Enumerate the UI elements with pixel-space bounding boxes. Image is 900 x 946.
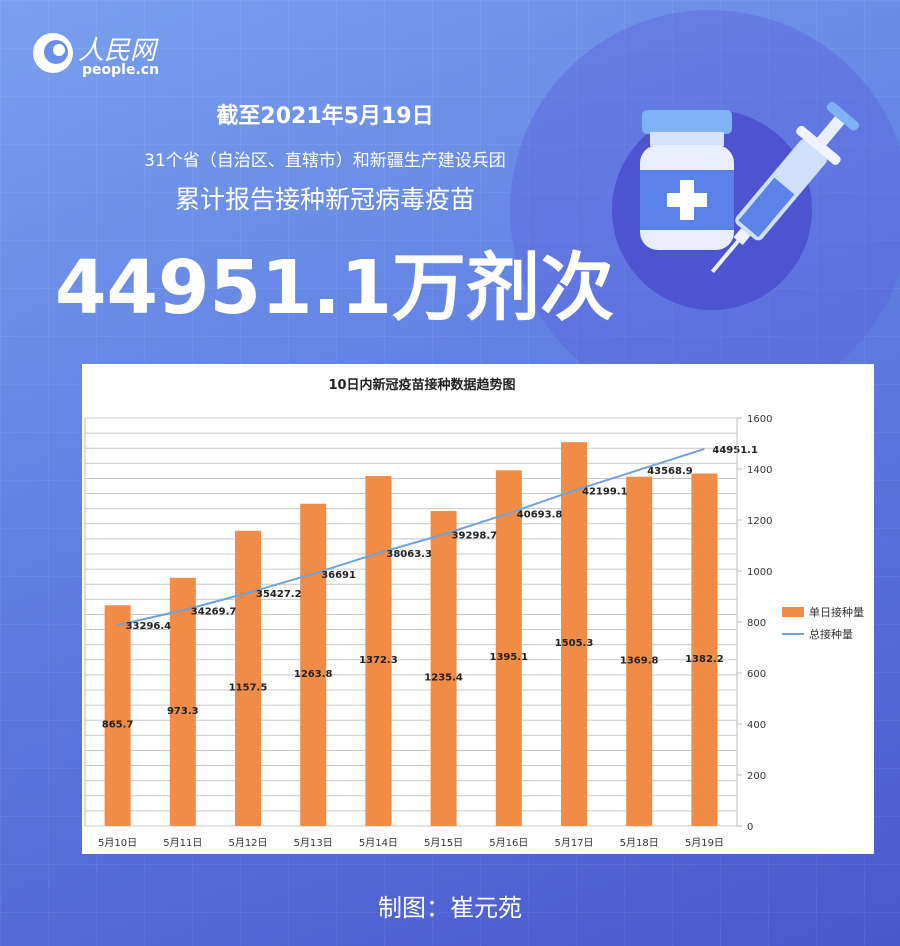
bar — [626, 476, 653, 826]
legend-bar-label: 单日接种量 — [809, 605, 864, 619]
bar-value-label: 1372.3 — [359, 655, 398, 666]
bar — [104, 605, 131, 826]
total-line — [117, 448, 705, 627]
right-axis-tick: 600 — [747, 669, 766, 680]
legend: 单日接种量 总接种量 — [782, 605, 864, 641]
chart-panel: 10日内新冠疫苗接种数据趋势图 865.7 33296.4 973.3 34269.7… — [50, 364, 874, 854]
bar-value-label: 1505.3 — [555, 638, 594, 649]
bar — [495, 470, 522, 826]
right-axis-tick: 1000 — [747, 567, 772, 578]
bar-value-label: 1235.4 — [424, 672, 463, 683]
line-value-label: 43568.9 — [647, 466, 693, 477]
logo-text: 人民网 — [78, 36, 157, 66]
bar — [235, 530, 261, 826]
right-axis-tick: 200 — [747, 771, 766, 782]
x-axis-tick: 5月18日 — [620, 837, 659, 849]
people-logo-icon — [33, 33, 73, 73]
bar — [561, 442, 587, 826]
credit: 制图：崔元苑 — [378, 894, 522, 922]
date-heading: 截至2021年5月19日 — [216, 104, 434, 129]
line-value-label: 35427.2 — [256, 589, 302, 600]
x-axis-tick: 5月13日 — [294, 837, 333, 849]
x-axis-tick: 5月16日 — [489, 837, 528, 849]
legend-line-label: 总接种量 — [809, 627, 853, 641]
bar-value-label: 1369.8 — [620, 655, 659, 666]
bar — [430, 510, 457, 826]
x-axis-tick: 5月11日 — [163, 837, 202, 849]
x-axis-tick: 5月14日 — [359, 837, 398, 849]
vaccine-illustration — [640, 101, 860, 274]
chart-title: 10日内新冠疫苗接种数据趋势图 — [328, 377, 515, 393]
bar-value-label: 1263.8 — [294, 669, 333, 680]
line-value-label: 36691 — [321, 570, 356, 581]
x-axis-tick: 5月15日 — [424, 837, 463, 849]
bar-value-label: 865.7 — [102, 720, 134, 731]
bar-value-label: 1157.5 — [229, 682, 268, 693]
x-axis-tick: 5月19日 — [685, 837, 724, 849]
bar-value-label: 1382.2 — [685, 654, 724, 665]
vaccine-vial-icon — [640, 110, 734, 250]
line-value-label: 38063.3 — [386, 549, 432, 560]
line-value-label: 39298.7 — [452, 530, 498, 541]
x-axis-tick: 5月12日 — [228, 837, 267, 849]
line-value-label: 40693.8 — [517, 509, 563, 520]
line-value-label: 34269.7 — [191, 606, 237, 617]
x-axis-tick: 5月17日 — [554, 837, 593, 849]
right-axis-tick: 1600 — [747, 414, 772, 425]
syringe-icon — [710, 101, 860, 274]
right-axis-tick: 1400 — [747, 465, 772, 476]
bar — [365, 476, 392, 826]
subtitle-2: 累计报告接种新冠病毒疫苗 — [174, 185, 475, 214]
bar — [691, 473, 718, 826]
right-axis-tick: 0 — [747, 822, 753, 833]
line-value-label: 33296.4 — [126, 621, 172, 632]
total-doses: 44951.1万剂次 — [55, 245, 615, 331]
combo-chart: 10日内新冠疫苗接种数据趋势图 865.7 33296.4 973.3 34269.7… — [50, 377, 864, 849]
line-value-label: 42199.1 — [582, 487, 628, 498]
bar — [300, 503, 327, 826]
legend-bar-swatch — [782, 607, 804, 617]
subtitle: 31个省（自治区、直辖市）和新疆生产建设兵团 — [144, 151, 506, 171]
line-value-label: 44951.1 — [712, 445, 758, 456]
right-axis-tick: 1200 — [747, 516, 772, 527]
right-axis-tick: 800 — [747, 618, 766, 629]
x-axis-tick: 5月10日 — [98, 837, 137, 849]
bar-value-label: 1395.1 — [490, 652, 529, 663]
logo-domain: people.cn — [82, 62, 160, 78]
bar — [169, 577, 196, 826]
bar-value-label: 973.3 — [167, 706, 199, 717]
right-axis-tick: 400 — [747, 720, 766, 731]
